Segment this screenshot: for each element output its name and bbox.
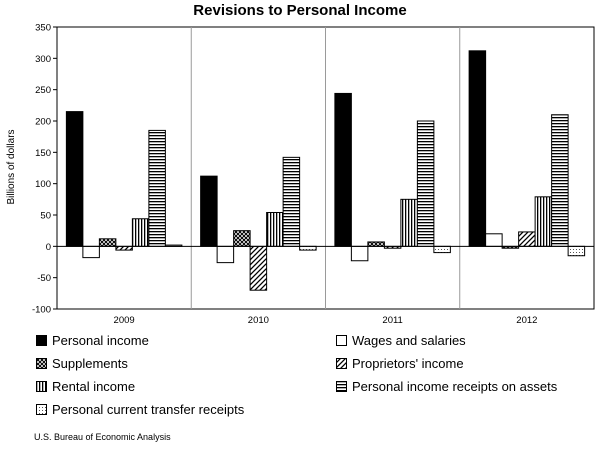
y-axis-label: Billions of dollars <box>6 129 17 204</box>
bar-personal-current-transfer-receipts-2011 <box>433 245 451 254</box>
bar-proprietors-income-2009 <box>115 245 133 251</box>
legend-label: Proprietors' income <box>352 356 464 371</box>
bar-personal-current-transfer-receipts-2012 <box>567 245 586 257</box>
bar-proprietors-income-2010 <box>249 245 268 291</box>
legend-label: Personal current transfer receipts <box>52 402 245 417</box>
chart: Revisions to Personal Income Billions of… <box>6 2 595 326</box>
bar-wages-and-salaries-2011 <box>350 245 369 262</box>
y-axis-ticks: -100 -50 0 50 100 150 200 250 300 350 <box>32 23 57 316</box>
legend-swatch <box>36 335 47 346</box>
bar-rental-income-2010 <box>266 211 284 247</box>
legend-label: Wages and salaries <box>352 333 466 348</box>
legend-swatch <box>336 358 347 369</box>
bar-personal-current-transfer-receipts-2010 <box>299 245 317 251</box>
bar-rental-income-2012 <box>534 196 553 247</box>
bar-rental-income-2009 <box>131 218 150 247</box>
y-tick-label: -50 <box>37 273 51 284</box>
legend-item-supplements: Supplements <box>36 356 128 371</box>
bar-supplements-2010 <box>233 230 251 247</box>
legend-swatch <box>36 404 47 415</box>
x-tick-label: 2009 <box>114 315 135 326</box>
x-tick-label: 2012 <box>516 315 537 326</box>
legend-item-proprietors-income: Proprietors' income <box>336 356 464 371</box>
legend-label: Supplements <box>52 356 128 371</box>
legend-swatch <box>336 381 347 392</box>
legend-label: Personal income <box>52 333 149 348</box>
legend-item-personal-income: Personal income <box>36 333 149 348</box>
x-tick-label: 2010 <box>248 315 269 326</box>
x-axis-ticks: 2009 2010 2011 2012 <box>114 315 538 326</box>
y-tick-label: 300 <box>35 54 51 65</box>
source-note: U.S. Bureau of Economic Analysis <box>34 432 171 442</box>
bar-supplements-2011 <box>367 241 385 247</box>
legend-swatch <box>336 335 347 346</box>
bar-personal-income-receipts-on-assets-2010 <box>282 156 301 247</box>
y-tick-label: -100 <box>32 305 51 316</box>
legend-item-wages-and-salaries: Wages and salaries <box>336 333 466 348</box>
y-tick-label: 0 <box>46 242 51 253</box>
y-tick-label: 100 <box>35 179 51 190</box>
bar-personal-income-receipts-on-assets-2009 <box>148 129 166 247</box>
bars <box>65 50 586 291</box>
legend-swatch <box>36 358 47 369</box>
bar-personal-income-2010 <box>200 175 218 247</box>
legend-item-personal-income-receipts-on-assets: Personal income receipts on assets <box>336 379 557 394</box>
x-tick-label: 2011 <box>382 315 402 326</box>
bar-wages-and-salaries-2009 <box>82 245 100 259</box>
bar-rental-income-2011 <box>400 198 418 247</box>
y-tick-label: 200 <box>35 117 51 128</box>
bar-personal-income-2009 <box>65 111 84 247</box>
bar-personal-income-receipts-on-assets-2012 <box>551 114 569 247</box>
y-tick-label: 50 <box>40 211 51 222</box>
chart-title: Revisions to Personal Income <box>193 2 406 19</box>
bar-personal-income-2012 <box>468 50 487 247</box>
legend-label: Rental income <box>52 379 136 394</box>
legend-item-personal-current-transfer-receipts: Personal current transfer receipts <box>36 402 244 417</box>
y-tick-label: 250 <box>35 85 51 96</box>
bar-wages-and-salaries-2010 <box>216 245 235 264</box>
bar-proprietors-income-2012 <box>518 231 536 247</box>
bar-wages-and-salaries-2012 <box>485 233 503 247</box>
legend-item-rental-income: Rental income <box>36 379 135 394</box>
bar-supplements-2009 <box>98 238 117 247</box>
category-gridlines <box>190 27 461 309</box>
legend-swatch <box>36 381 47 392</box>
y-tick-label: 350 <box>35 23 51 34</box>
bar-personal-income-2011 <box>334 92 352 247</box>
y-tick-label: 150 <box>35 148 51 159</box>
bar-personal-income-receipts-on-assets-2011 <box>416 120 435 247</box>
legend-label: Personal income receipts on assets <box>352 379 558 394</box>
